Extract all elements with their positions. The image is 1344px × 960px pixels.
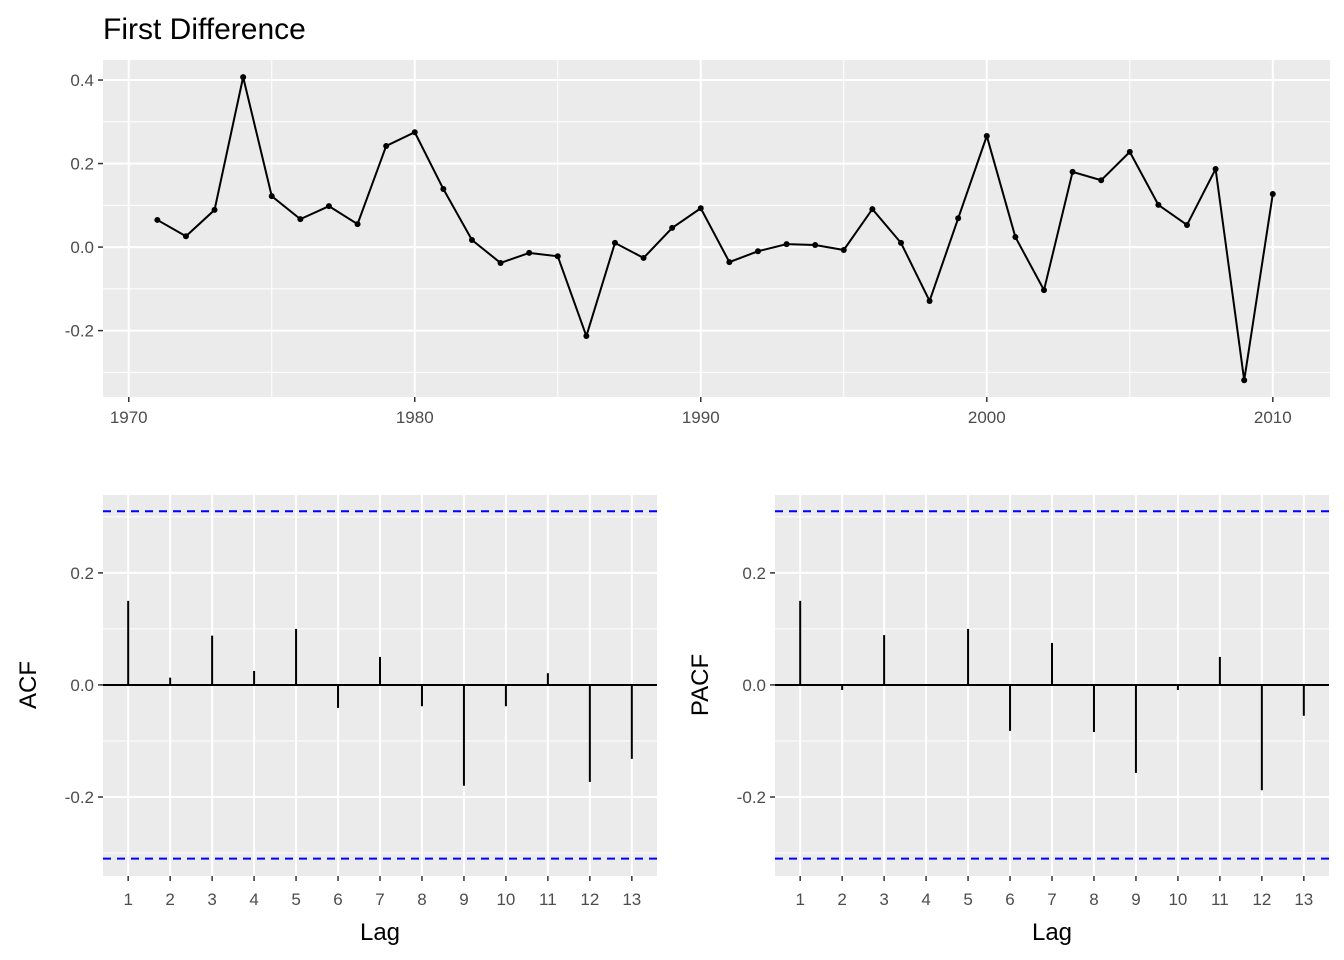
data-point bbox=[1126, 148, 1133, 155]
data-point bbox=[440, 186, 447, 193]
data-point bbox=[297, 216, 304, 223]
data-point bbox=[383, 143, 390, 150]
y-tick-label: -0.2 bbox=[737, 788, 766, 807]
data-point bbox=[754, 248, 761, 255]
data-point bbox=[468, 236, 475, 243]
x-tick-label: 4 bbox=[249, 890, 258, 909]
x-tick-label: 7 bbox=[1047, 890, 1056, 909]
x-tick-label: 12 bbox=[580, 890, 599, 909]
panel-background bbox=[103, 60, 1330, 397]
x-tick-label: 11 bbox=[1211, 890, 1229, 909]
data-point bbox=[840, 247, 847, 254]
x-tick-label: 1980 bbox=[396, 408, 434, 427]
x-tick-label: 1 bbox=[123, 890, 132, 909]
data-point bbox=[869, 206, 876, 213]
y-tick-label: 0.2 bbox=[70, 564, 94, 583]
data-point bbox=[1098, 177, 1105, 184]
x-tick-label: 8 bbox=[417, 890, 426, 909]
data-point bbox=[1241, 377, 1248, 384]
data-point bbox=[325, 203, 332, 210]
x-tick-label: 10 bbox=[496, 890, 515, 909]
data-point bbox=[182, 233, 189, 240]
x-tick-label: 2000 bbox=[968, 408, 1006, 427]
x-tick-label: 13 bbox=[622, 890, 641, 909]
data-point bbox=[1183, 221, 1190, 228]
pacf-panel: -0.20.00.21 2 3 4 5 6 7 8 9 10 11 12 13 bbox=[737, 495, 1329, 909]
x-tick-label: 9 bbox=[459, 890, 468, 909]
data-point bbox=[726, 259, 733, 266]
pacf-y-axis-label: PACF bbox=[687, 654, 714, 716]
data-point bbox=[812, 241, 819, 248]
x-tick-label: 6 bbox=[333, 890, 342, 909]
x-tick-label: 3 bbox=[879, 890, 888, 909]
data-point bbox=[554, 253, 561, 260]
y-tick-label: 0.0 bbox=[70, 676, 94, 695]
data-point bbox=[583, 333, 590, 340]
y-tick-label: 0.0 bbox=[70, 238, 94, 257]
data-point bbox=[955, 215, 962, 222]
pacf-x-axis-label: Lag bbox=[1032, 919, 1072, 946]
acf-y-axis-label: ACF bbox=[15, 661, 42, 709]
data-point bbox=[640, 254, 647, 261]
x-tick-label: 2 bbox=[165, 890, 174, 909]
x-tick-label: 6 bbox=[1005, 890, 1014, 909]
x-tick-label: 3 bbox=[207, 890, 216, 909]
y-tick-label: -0.2 bbox=[65, 322, 94, 341]
x-tick-label: 11 bbox=[539, 890, 557, 909]
data-point bbox=[611, 239, 618, 246]
x-tick-label: 2 bbox=[837, 890, 846, 909]
x-tick-label: 2010 bbox=[1254, 408, 1292, 427]
data-point bbox=[526, 249, 533, 256]
data-point bbox=[926, 297, 933, 304]
x-tick-label: 5 bbox=[291, 890, 300, 909]
x-tick-label: 8 bbox=[1089, 890, 1098, 909]
data-point bbox=[497, 259, 504, 266]
data-point bbox=[154, 216, 161, 223]
x-tick-label: 7 bbox=[375, 890, 384, 909]
x-tick-label: 13 bbox=[1294, 890, 1313, 909]
data-point bbox=[1069, 168, 1076, 175]
x-tick-label: 12 bbox=[1252, 890, 1271, 909]
data-point bbox=[1155, 201, 1162, 208]
x-tick-label: 1990 bbox=[682, 408, 720, 427]
y-tick-label: 0.2 bbox=[70, 155, 94, 174]
data-point bbox=[697, 205, 704, 212]
data-point bbox=[268, 193, 275, 200]
acf-x-axis-label: Lag bbox=[360, 919, 400, 946]
data-point bbox=[669, 224, 676, 231]
data-point bbox=[897, 239, 904, 246]
data-point bbox=[1212, 165, 1219, 172]
data-point bbox=[783, 241, 790, 248]
x-tick-label: 4 bbox=[921, 890, 930, 909]
series-line bbox=[156, 76, 1274, 381]
data-point bbox=[1269, 191, 1276, 198]
data-point bbox=[354, 221, 361, 228]
y-tick-label: 0.2 bbox=[742, 564, 766, 583]
x-tick-label: 9 bbox=[1131, 890, 1140, 909]
data-point bbox=[211, 206, 218, 213]
time-series-panel: -0.2 0.0 0.2 0.4 1970 1980 1990 2000 2010 bbox=[65, 60, 1330, 427]
x-tick-label: 10 bbox=[1168, 890, 1187, 909]
data-point bbox=[1040, 287, 1047, 294]
y-tick-label: 0.0 bbox=[742, 676, 766, 695]
data-point bbox=[411, 129, 418, 136]
y-tick-label: 0.4 bbox=[70, 71, 94, 90]
x-tick-label: 1970 bbox=[110, 408, 148, 427]
x-tick-label: 1 bbox=[795, 890, 804, 909]
data-point bbox=[240, 74, 247, 81]
x-tick-label: 5 bbox=[963, 890, 972, 909]
data-point bbox=[1012, 234, 1019, 241]
acf-panel: -0.20.00.21 2 3 4 5 6 7 8 9 10 11 12 13 bbox=[65, 495, 657, 909]
y-tick-label: -0.2 bbox=[65, 788, 94, 807]
data-point bbox=[983, 133, 990, 140]
chart-title: First Difference bbox=[103, 13, 306, 46]
